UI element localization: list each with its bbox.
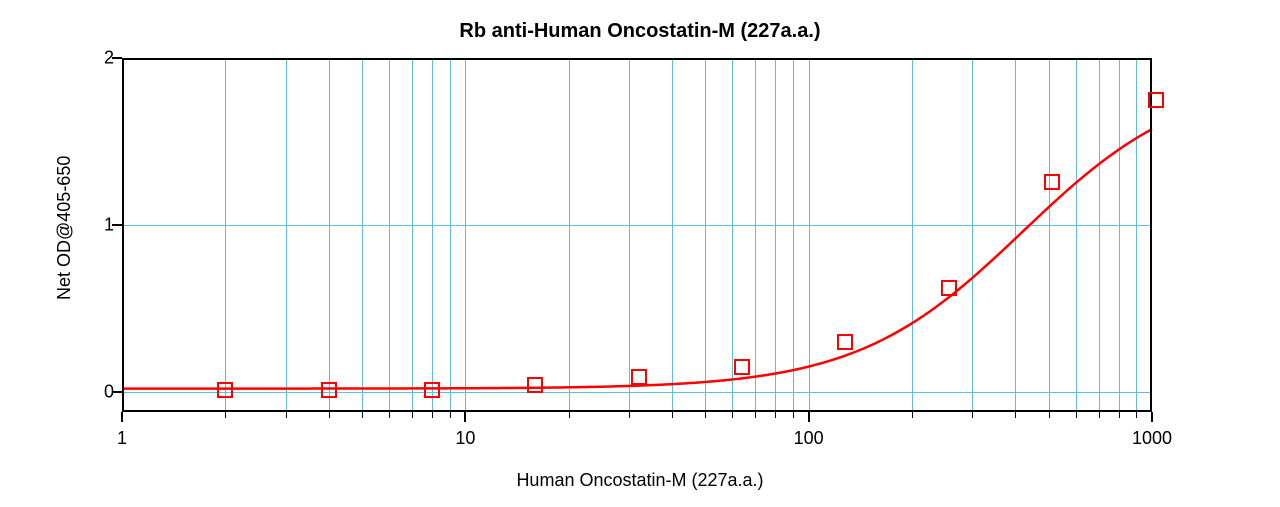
data-point-marker xyxy=(1148,92,1164,108)
series-curve xyxy=(122,129,1152,388)
x-tick-label: 1 xyxy=(117,428,127,449)
x-tick-minor xyxy=(1015,412,1016,418)
x-tick-minor xyxy=(362,412,363,418)
x-tick-minor xyxy=(412,412,413,418)
y-tick-label: 0 xyxy=(94,381,114,402)
fit-curve xyxy=(122,58,1152,412)
x-tick-minor xyxy=(569,412,570,418)
x-tick-minor xyxy=(432,412,433,418)
data-point-marker xyxy=(631,369,647,385)
x-tick-minor xyxy=(450,412,451,418)
x-tick-minor xyxy=(732,412,733,418)
x-tick-label: 10 xyxy=(455,428,475,449)
x-tick-minor xyxy=(225,412,226,418)
plot-area: 1101001000012 xyxy=(122,58,1152,412)
data-point-marker xyxy=(321,382,337,398)
y-tick-label: 2 xyxy=(94,48,114,69)
y-tick-label: 1 xyxy=(94,214,114,235)
chart-container: Rb anti-Human Oncostatin-M (227a.a.) Net… xyxy=(0,0,1280,507)
x-tick-minor xyxy=(912,412,913,418)
x-tick-major xyxy=(464,412,466,422)
data-point-marker xyxy=(837,334,853,350)
x-axis-label: Human Oncostatin-M (227a.a.) xyxy=(0,470,1280,491)
data-point-marker xyxy=(424,382,440,398)
data-point-marker xyxy=(734,359,750,375)
x-tick-minor xyxy=(705,412,706,418)
data-point-marker xyxy=(1044,174,1060,190)
data-point-marker xyxy=(527,377,543,393)
x-tick-major xyxy=(121,412,123,422)
x-tick-minor xyxy=(389,412,390,418)
x-tick-minor xyxy=(286,412,287,418)
data-point-marker xyxy=(217,382,233,398)
x-tick-minor xyxy=(672,412,673,418)
x-tick-minor xyxy=(972,412,973,418)
x-tick-minor xyxy=(793,412,794,418)
y-axis-label: Net OD@405-650 xyxy=(54,156,75,300)
data-point-marker xyxy=(941,280,957,296)
x-tick-minor xyxy=(329,412,330,418)
chart-title: Rb anti-Human Oncostatin-M (227a.a.) xyxy=(0,20,1280,43)
x-tick-minor xyxy=(1076,412,1077,418)
x-tick-major xyxy=(808,412,810,422)
x-tick-label: 1000 xyxy=(1132,428,1172,449)
x-tick-minor xyxy=(1049,412,1050,418)
x-tick-minor xyxy=(755,412,756,418)
x-tick-minor xyxy=(629,412,630,418)
x-tick-minor xyxy=(1119,412,1120,418)
x-tick-minor xyxy=(1136,412,1137,418)
x-tick-minor xyxy=(775,412,776,418)
x-tick-minor xyxy=(1099,412,1100,418)
x-tick-label: 100 xyxy=(794,428,824,449)
x-tick-major xyxy=(1151,412,1153,422)
